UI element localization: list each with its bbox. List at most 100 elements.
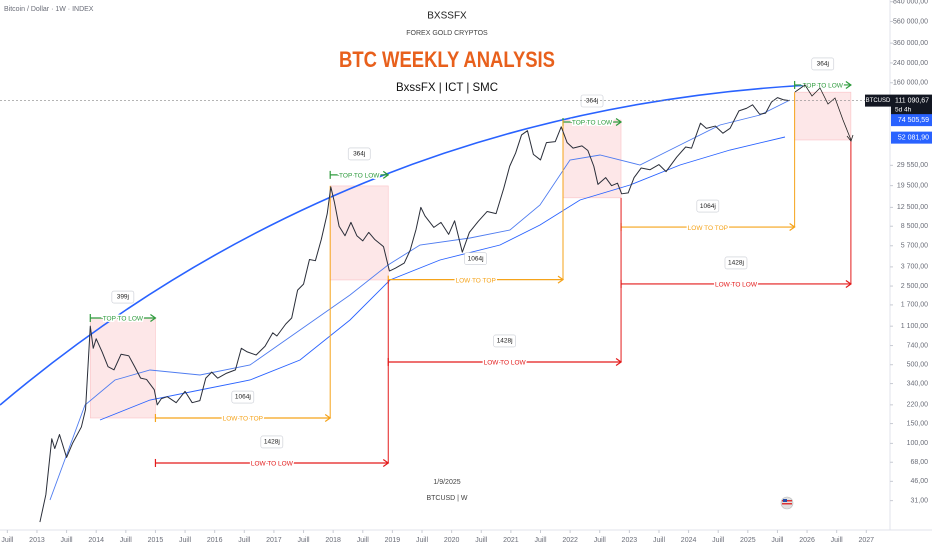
range-arrowhead (382, 170, 390, 179)
range-label: TOP TO LOW (103, 316, 144, 323)
price-line (39, 97, 790, 523)
y-tick-label: 840 000,00 (893, 0, 928, 6)
duration-box (347, 147, 371, 161)
range-label: LOW TO LOW (484, 360, 527, 367)
y-tick-label: 3 700,00 (901, 264, 928, 271)
date-label: 1/9/2025 (433, 479, 460, 486)
duration-box (111, 290, 135, 304)
footer-symbol: BTCUSD | W (426, 495, 467, 502)
symbol-tag-text: BTCUSD (866, 98, 891, 104)
flag-icon (780, 496, 794, 510)
range-arrowhead (789, 223, 796, 232)
flag-canton (783, 499, 787, 502)
x-tick-label: Juill (179, 537, 192, 544)
x-tick-label: 2026 (799, 537, 815, 544)
y-tick-label: 2 500,00 (901, 283, 928, 290)
range-label: TOP TO LOW (339, 173, 380, 180)
duration-label: 364j (817, 61, 829, 68)
x-tick-label: 2024 (681, 537, 697, 544)
x-tick-label: Juill (238, 537, 251, 544)
ma-tag-text: 52 081,90 (898, 134, 929, 141)
duration-label: 1428j (264, 439, 280, 446)
y-tick-label: 19 500,00 (897, 182, 928, 189)
duration-label: 1064j (468, 255, 484, 262)
x-tick-label: 2019 (385, 537, 401, 544)
range-box (794, 91, 852, 141)
duration-box (696, 199, 720, 213)
range-label: LOW TO LOW (715, 282, 758, 289)
duration-box (260, 435, 284, 449)
range-label: LOW TO TOP (455, 277, 495, 284)
range-label: LOW TO TOP (223, 416, 263, 423)
x-tick-label: Juill (1, 537, 14, 544)
range-box (329, 185, 389, 281)
projection-arrowhead (846, 134, 854, 142)
ma-tag (891, 114, 932, 127)
x-tick-label: Juill (416, 537, 429, 544)
x-tick-label: Juill (357, 537, 370, 544)
x-tick-label: 2016 (207, 537, 223, 544)
range-arrowhead (615, 357, 623, 366)
range-label: LOW TO TOP (688, 225, 728, 232)
duration-box (493, 334, 516, 348)
author: BXSSFX (427, 11, 467, 22)
x-tick-label: 2015 (148, 537, 164, 544)
symbol-header: Bitcoin / Dollar · 1W · INDEX (4, 6, 94, 13)
duration-label: 364j (353, 151, 365, 158)
range-arrowhead (557, 275, 565, 284)
duration-label: 1428j (497, 338, 513, 345)
x-tick-label: Juill (594, 537, 607, 544)
range-arrowhead (615, 118, 623, 126)
y-tick-label: 68,00 (910, 459, 928, 466)
duration-label: 1064j (700, 203, 716, 210)
symbol-tag (865, 94, 891, 107)
chart-subtitle: BxssFX | ICT | SMC (396, 80, 498, 94)
x-tick-label: 2023 (622, 537, 638, 544)
y-tick-label: 5 700,00 (901, 243, 928, 250)
x-tick-label: Juill (653, 537, 666, 544)
y-tick-label: 1 100,00 (901, 323, 928, 330)
duration-box (724, 256, 748, 270)
series-layer (39, 97, 790, 523)
x-tick-label: 2014 (88, 537, 104, 544)
range-layer: TOP TO LOW 399j TOP TO LOW 364j TOP TO LOW 36… (89, 57, 852, 469)
x-tick-label: 2027 (859, 537, 875, 544)
range-arrowhead (845, 279, 852, 288)
range-box (562, 119, 622, 199)
x-tick-label: Juill (534, 537, 547, 544)
duration-box (231, 390, 255, 404)
y-tick-label: 500,00 (907, 362, 929, 369)
x-tick-label: 2017 (266, 537, 282, 544)
x-tick-label: Juill (831, 537, 844, 544)
x-tick-label: Juill (475, 537, 488, 544)
y-tick-label: 150,00 (907, 420, 929, 427)
x-tick-label: 2021 (503, 537, 519, 544)
duration-label: 399j (117, 294, 129, 301)
range-arrowhead (324, 414, 332, 423)
y-tick-label: 12 500,00 (897, 204, 928, 211)
duration-box (811, 57, 835, 71)
chart-title: BTC WEEKLY ANALYSIS (339, 47, 555, 72)
range-label: TOP TO LOW (572, 120, 613, 127)
y-tick-label: 8 500,00 (901, 223, 928, 230)
range-arrowhead (845, 80, 852, 89)
x-tick-label: 2018 (325, 537, 341, 544)
x-tick-label: 2022 (562, 537, 578, 544)
duration-box (464, 252, 487, 265)
moving-average-line (49, 99, 791, 501)
duration-label: 1064j (235, 394, 251, 401)
range-label: TOP TO LOW (803, 83, 844, 90)
y-tick-label: 560 000,00 (893, 18, 928, 25)
moving-average-line (99, 136, 786, 421)
projection-path (794, 84, 852, 141)
ma-tag-text: 74 505,59 (898, 117, 929, 124)
y-tick-label: 240 000,00 (893, 60, 928, 67)
range-arrowhead (150, 314, 157, 323)
y-tick-label: 220,00 (907, 402, 929, 409)
range-box (89, 317, 156, 419)
resistance-arc (0, 84, 811, 406)
